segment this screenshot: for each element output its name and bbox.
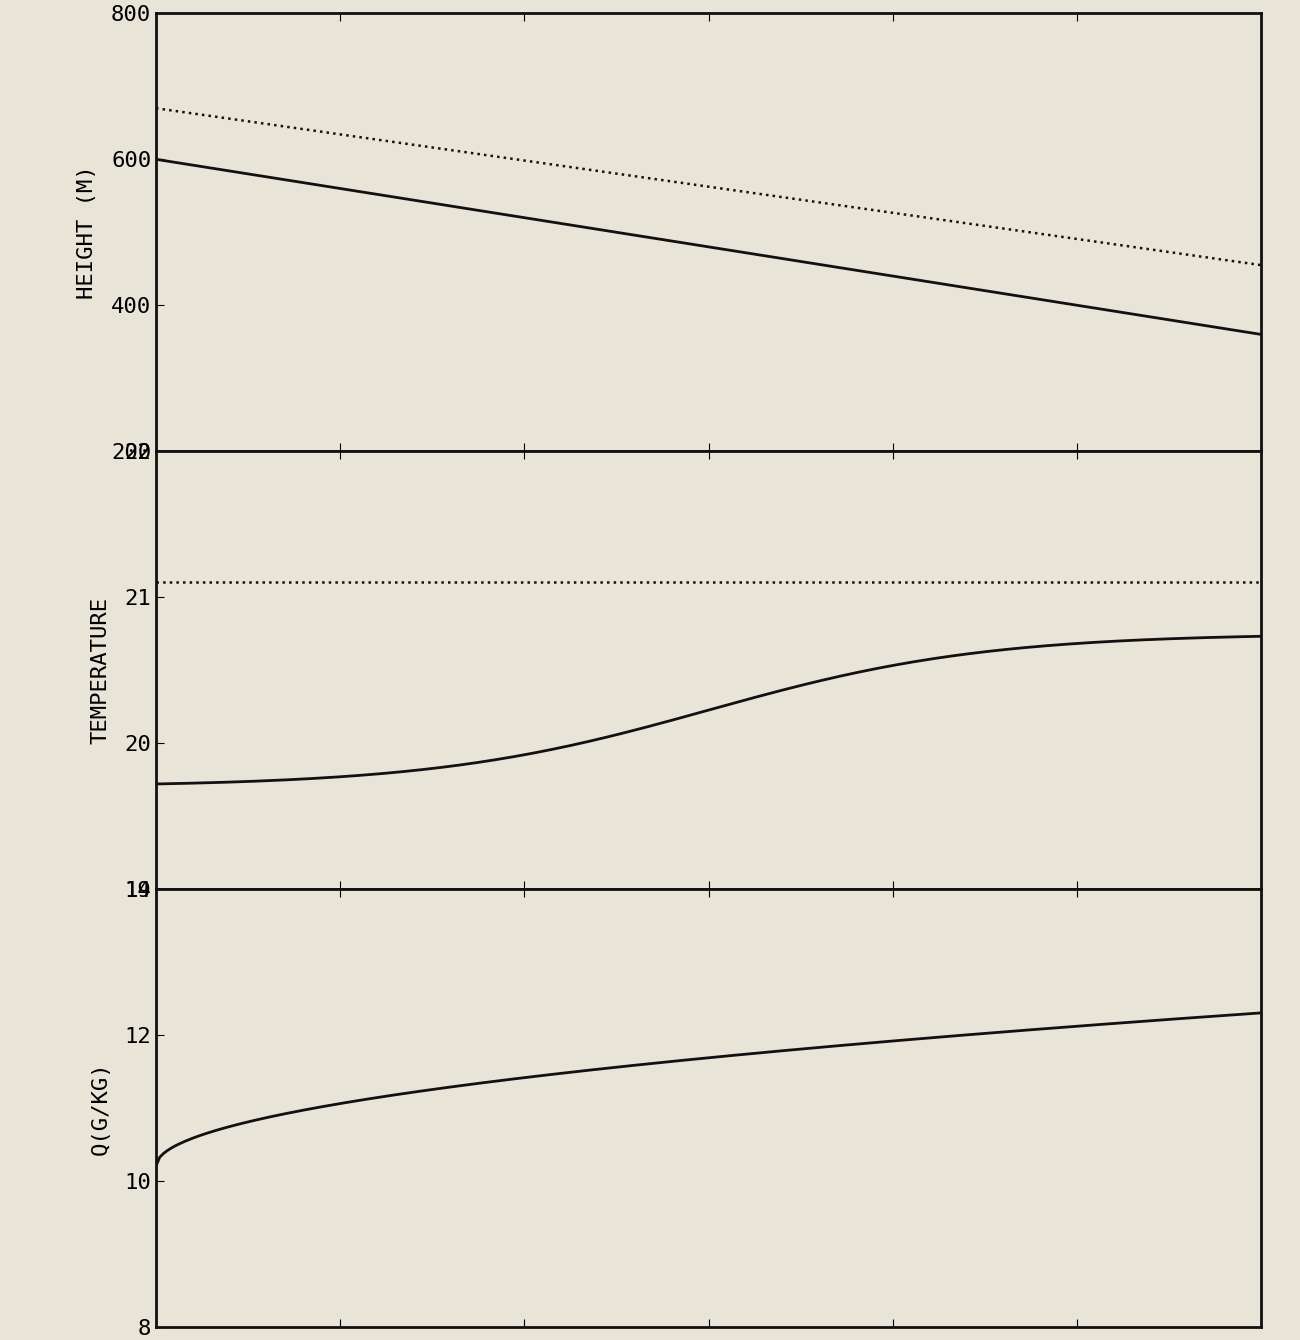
Y-axis label: Q(G/KG): Q(G/KG) [91, 1061, 111, 1155]
Y-axis label: HEIGHT (M): HEIGHT (M) [77, 165, 98, 299]
Y-axis label: TEMPERATURE: TEMPERATURE [91, 596, 111, 744]
